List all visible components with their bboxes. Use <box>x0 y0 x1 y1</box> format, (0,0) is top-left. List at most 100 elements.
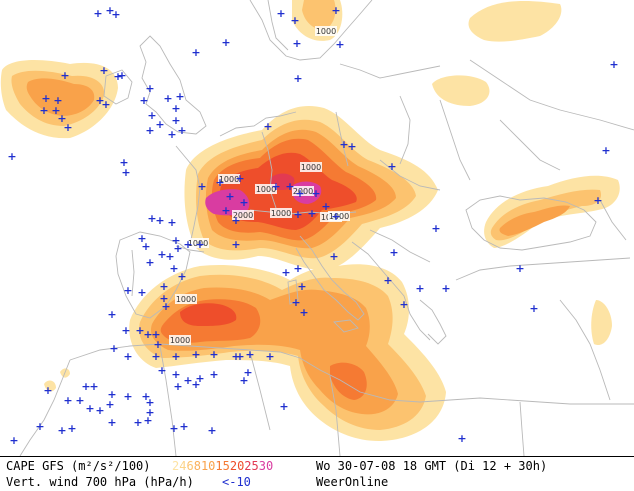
contour-label-bg <box>292 186 314 196</box>
wind-marker: + <box>109 342 118 355</box>
border-eastern-3 <box>499 119 561 171</box>
contour-label: 1000 <box>256 185 276 194</box>
source-label: WeerOnline <box>316 475 389 489</box>
scale-value-8: 8 <box>193 459 201 473</box>
wind-marker: + <box>399 298 408 311</box>
wind-marker: + <box>137 286 146 299</box>
coastline-greece <box>419 299 447 345</box>
wind-marker: + <box>601 144 610 157</box>
coastline-ireland <box>103 69 133 105</box>
cape-area-med-core <box>180 303 237 326</box>
wind-marker: + <box>285 180 294 193</box>
contour-label: 1000 <box>176 295 196 304</box>
coastline-atlantic-africa <box>19 359 71 456</box>
wind-marker: + <box>431 222 440 235</box>
wind-marker: + <box>147 212 156 225</box>
wind-marker: + <box>191 378 200 391</box>
contour-label: 2000 <box>293 187 313 196</box>
wind-marker: + <box>107 416 116 429</box>
wind-marker: + <box>389 246 398 259</box>
wind-marker: + <box>441 282 450 295</box>
scale-value-4: 4 <box>179 459 187 473</box>
scale-value-15: 15 <box>215 459 230 473</box>
wind-marker: + <box>41 92 50 105</box>
legend-bar: CAPE GFS (m²/s²/100) 24681015202530 Wo 3… <box>0 456 634 491</box>
border-eastern-1 <box>439 99 471 181</box>
wind-marker: + <box>51 104 60 117</box>
wind-marker: + <box>239 374 248 387</box>
wind-marker: + <box>63 394 72 407</box>
border-spain-france <box>175 245 205 253</box>
wind-marker: + <box>329 250 338 263</box>
border-balkans-inner <box>369 229 431 263</box>
coastline-black-sea <box>465 195 597 251</box>
wind-marker: + <box>271 180 280 193</box>
negative-threshold-label: <-10 <box>222 475 251 489</box>
wind-marker: + <box>123 350 132 363</box>
wind-marker: + <box>529 302 538 315</box>
wind-marker: + <box>169 422 178 435</box>
wind-marker: + <box>123 390 132 403</box>
wind-marker: + <box>171 102 180 115</box>
contour-label-bg <box>315 26 337 36</box>
wind-marker: + <box>225 190 234 203</box>
coastline-sicily <box>333 319 359 333</box>
contour-label-bg <box>255 184 277 194</box>
coastline-british-isles <box>139 35 207 135</box>
wind-marker: + <box>183 374 192 387</box>
wind-marker: + <box>159 280 168 293</box>
contour-label-bg <box>169 335 191 345</box>
wind-marker: + <box>339 138 348 151</box>
coastline-turkey <box>455 257 631 281</box>
contour-label: 1000 <box>301 163 321 172</box>
wind-marker: + <box>293 262 302 275</box>
coastline-norway-south <box>267 0 289 51</box>
wind-marker: + <box>209 348 218 361</box>
scale-value-6: 6 <box>186 459 194 473</box>
color-scale: 24681015202530 <box>172 458 273 474</box>
wind-marker: + <box>107 308 116 321</box>
wind-marker: + <box>177 270 186 283</box>
wind-marker: + <box>57 112 66 125</box>
wind-marker: + <box>157 248 166 261</box>
wind-marker: + <box>43 384 52 397</box>
wind-marker: + <box>279 400 288 413</box>
wind-marker: + <box>169 262 178 275</box>
wind-marker: + <box>143 414 152 427</box>
wind-marker: + <box>263 120 272 133</box>
contour-label: 1000 <box>219 175 239 184</box>
wind-marker: + <box>171 114 180 127</box>
wind-marker: + <box>177 124 186 137</box>
wind-marker: + <box>143 328 152 341</box>
cape-area-africa-small <box>44 380 56 392</box>
wind-marker: + <box>95 94 104 107</box>
wind-marker: + <box>265 350 274 363</box>
coastline-baltic <box>339 63 441 79</box>
border-france-germany <box>261 131 277 209</box>
wind-marker: + <box>276 7 285 20</box>
wind-marker: + <box>515 262 524 275</box>
border-eastern-2 <box>379 159 441 191</box>
wind-marker: + <box>290 14 299 27</box>
wind-marker: + <box>243 366 252 379</box>
border-middle-east <box>559 299 611 401</box>
border-caucasus <box>599 199 627 241</box>
cape-area-baltic-east <box>432 75 490 106</box>
wind-marker: + <box>183 238 192 251</box>
wind-marker: + <box>299 306 308 319</box>
coastline-italy <box>295 235 365 321</box>
wind-marker: + <box>195 238 204 251</box>
wind-marker: + <box>293 72 302 85</box>
wind-marker: + <box>231 238 240 251</box>
wind-marker: + <box>9 434 18 447</box>
wind-marker: + <box>235 350 244 363</box>
map-canvas: 1000 1000 1000 2000 2000 1000 1000 1000 1000 1000… <box>0 0 634 456</box>
wind-marker: + <box>159 292 168 305</box>
wind-marker: + <box>85 402 94 415</box>
border-spain-portugal <box>131 249 135 297</box>
cape-area-black-sea-orange <box>499 205 570 236</box>
wind-marker: + <box>163 92 172 105</box>
border-libya-egypt <box>519 401 525 456</box>
wind-marker: + <box>139 94 148 107</box>
contour-label-bg <box>300 162 322 172</box>
